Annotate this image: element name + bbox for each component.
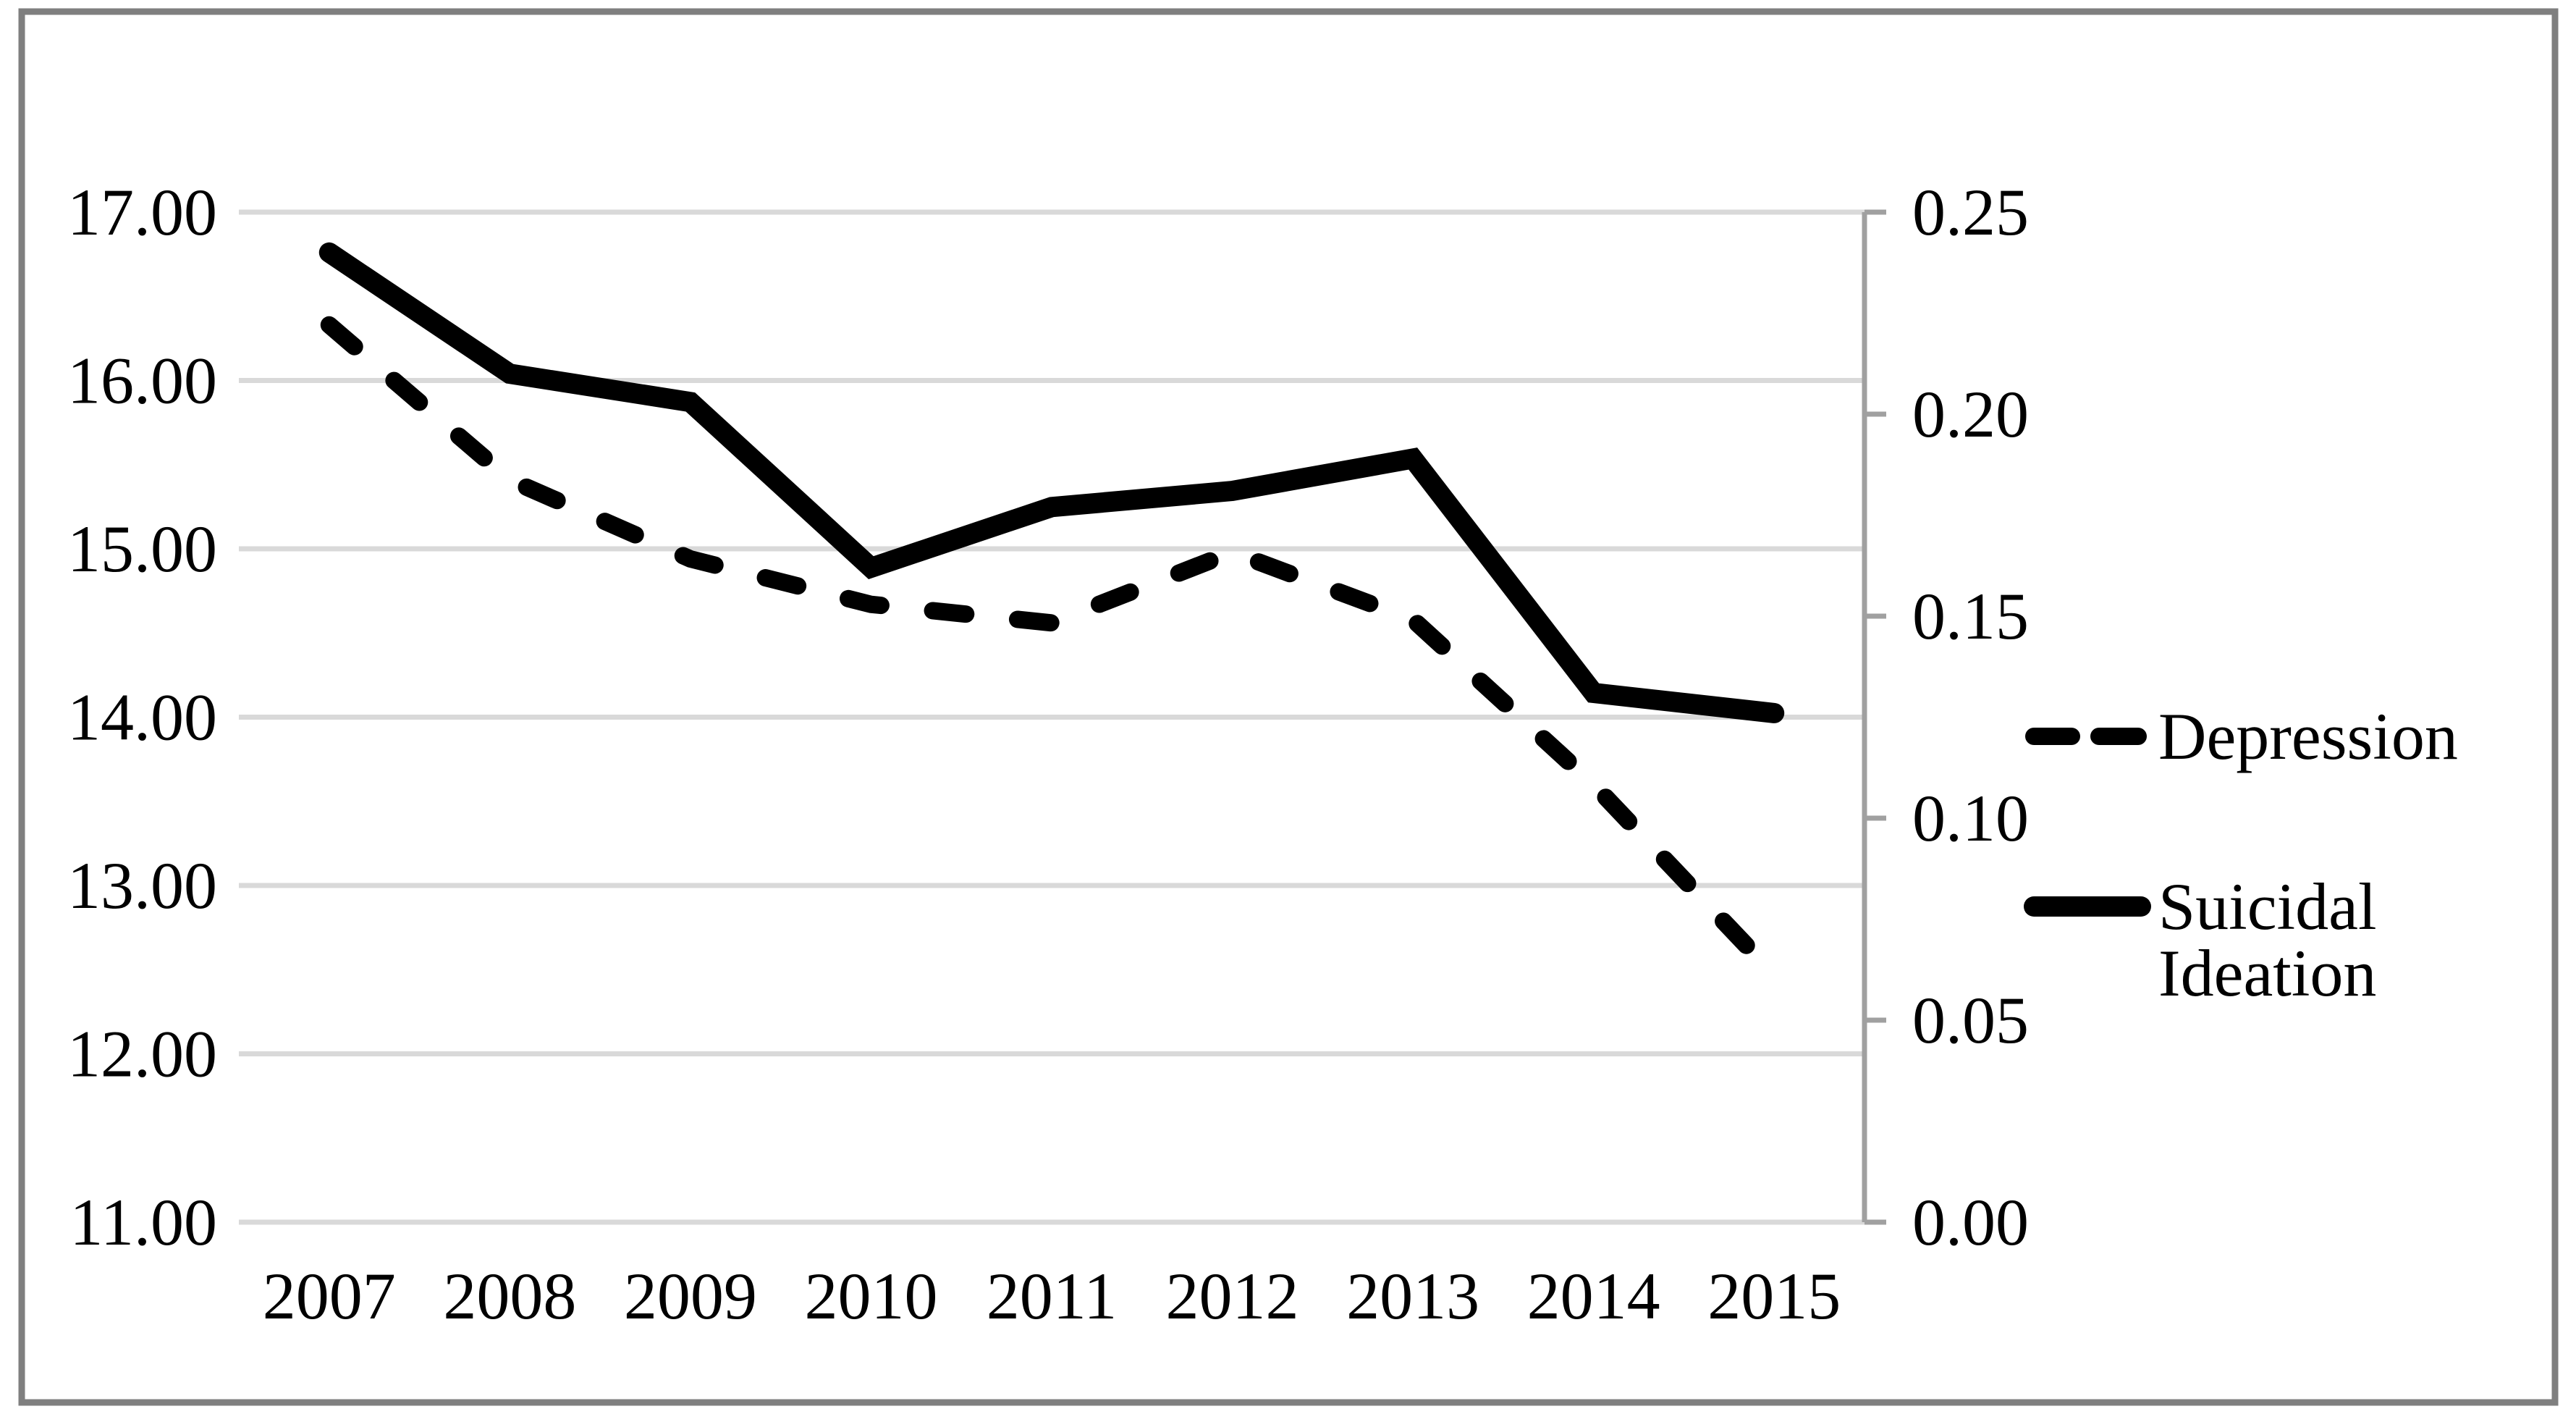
x-axis-tick-label: 2010 — [804, 1259, 937, 1333]
x-axis-tick-label: 2014 — [1527, 1259, 1660, 1333]
right-axis-tick-label: 0.10 — [1912, 781, 2029, 855]
x-axis-tick-label: 2011 — [987, 1259, 1118, 1333]
figure-border — [18, 8, 2559, 1406]
x-axis-tick-label: 2015 — [1707, 1259, 1841, 1333]
right-axis-tick-label: 0.05 — [1912, 983, 2029, 1057]
x-axis-tick-label: 2009 — [624, 1259, 757, 1333]
left-axis-tick-label: 12.00 — [67, 1017, 217, 1091]
legend-label: Suicidal — [2158, 870, 2377, 943]
right-axis-tick-label: 0.00 — [1912, 1185, 2029, 1259]
left-axis-tick-label: 16.00 — [67, 344, 217, 418]
right-axis-tick-label: 0.25 — [1912, 175, 2029, 249]
legend-label: Depression — [2158, 699, 2458, 773]
x-axis-tick-label: 2008 — [443, 1259, 576, 1333]
right-axis-tick-label: 0.20 — [1912, 377, 2029, 451]
x-axis-tick-label: 2012 — [1166, 1259, 1299, 1333]
left-axis-tick-label: 17.00 — [67, 175, 217, 249]
x-axis-tick-label: 2007 — [263, 1259, 396, 1333]
x-axis-tick-label: 2013 — [1346, 1259, 1479, 1333]
legend-label: Ideation — [2158, 936, 2376, 1010]
left-axis-tick-label: 13.00 — [67, 849, 217, 922]
left-axis-tick-label: 15.00 — [67, 512, 217, 586]
right-axis-tick-label: 0.15 — [1912, 579, 2029, 653]
series-line-depression — [320, 316, 1783, 984]
series-line-suicidal-ideation — [318, 242, 1785, 723]
left-axis-tick-label: 11.00 — [69, 1185, 217, 1259]
left-axis-tick-label: 14.00 — [67, 681, 217, 754]
